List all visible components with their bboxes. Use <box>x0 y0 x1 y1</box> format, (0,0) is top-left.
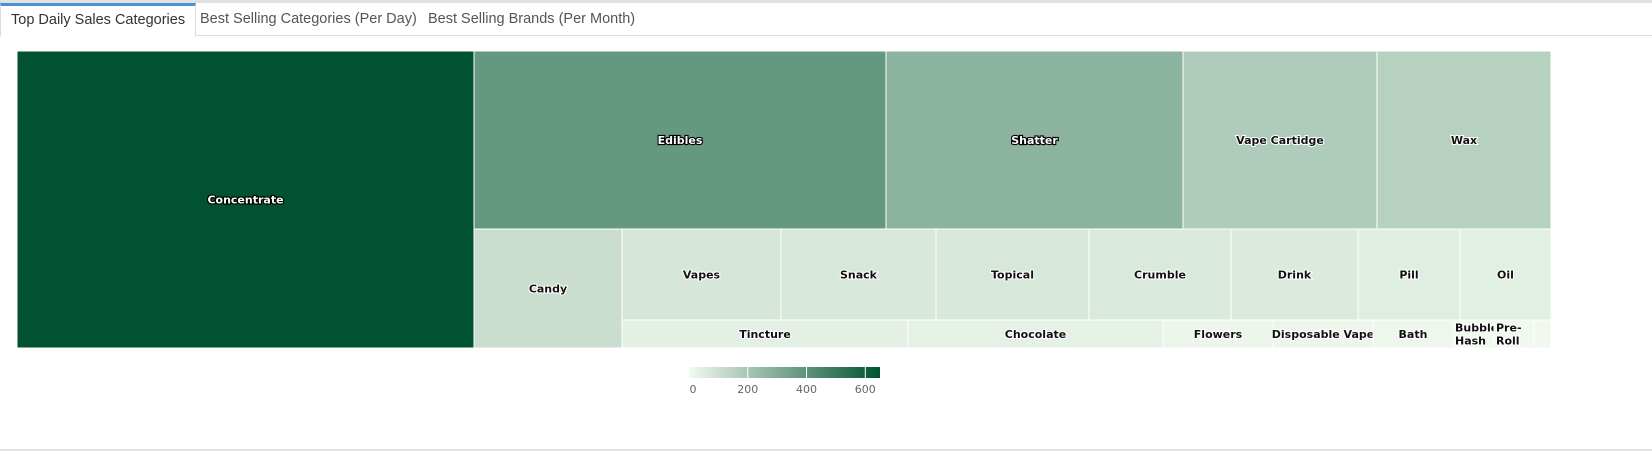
treemap-label-wax: Wax <box>1451 134 1477 147</box>
treemap-cell-vape-cartidge[interactable] <box>1182 50 1378 230</box>
treemap-cell-candy[interactable] <box>473 228 623 349</box>
legend-tick-0: 0 <box>690 383 697 396</box>
treemap-cell-pre-roll[interactable] <box>1493 319 1535 349</box>
treemap-cell-pill[interactable] <box>1357 228 1461 321</box>
treemap-label-bubble-hash: Bubble Hash <box>1455 321 1498 347</box>
treemap-label-pre-roll: Pre-Roll <box>1496 321 1522 347</box>
treemap-cell-oil[interactable] <box>1459 228 1552 321</box>
tab-best-selling-brands[interactable]: Best Selling Brands (Per Month) <box>428 11 636 27</box>
treemap-cell-chocolate[interactable] <box>907 319 1164 349</box>
treemap-cell-drink[interactable] <box>1230 228 1359 321</box>
legend-tick-200: 200 <box>737 383 758 396</box>
bottom-border <box>0 449 1652 451</box>
treemap-cell-topical[interactable] <box>935 228 1090 321</box>
color-legend-bar <box>689 367 880 378</box>
tab-bar: Top Daily Sales Categories Best Selling … <box>0 3 1652 37</box>
treemap-label-pill: Pill <box>1399 268 1418 281</box>
treemap-cell-bubble-hash[interactable] <box>1452 319 1495 349</box>
treemap-label-bath: Bath <box>1399 328 1428 341</box>
treemap-label-candy: Candy <box>529 282 567 295</box>
treemap-label-shatter: Shatter <box>1011 134 1058 147</box>
treemap-label-snack: Snack <box>840 268 878 281</box>
treemap-cell-unlabeled[interactable] <box>1533 319 1552 349</box>
treemap-cell-bath[interactable] <box>1372 319 1454 349</box>
tab-best-selling-categories[interactable]: Best Selling Categories (Per Day) <box>200 11 417 27</box>
treemap-chart: Concentrate Edibles Shatter Vape Cartidge Wa… <box>16 50 1552 396</box>
legend-tick-600: 600 <box>855 383 876 396</box>
treemap-label-topical: Topical <box>991 268 1034 281</box>
treemap-label-chocolate: Chocolate <box>1005 328 1066 341</box>
legend-tick-400: 400 <box>796 383 817 396</box>
tab-top-daily-sales-categories[interactable]: Top Daily Sales Categories <box>0 3 197 37</box>
top-border <box>0 0 1652 3</box>
treemap-label-vape-cartidge: Vape Cartidge <box>1236 134 1324 147</box>
treemap-label-vapes: Vapes <box>683 268 721 281</box>
treemap-label-oil: Oil <box>1497 268 1514 281</box>
treemap-label-drink: Drink <box>1278 268 1312 281</box>
treemap-label-disposable-vape: Disposable Vape <box>1272 328 1374 341</box>
treemap-cell-concentrate[interactable] <box>16 50 475 349</box>
treemap-cell-disposable-vape[interactable] <box>1272 319 1374 349</box>
treemap-label-flowers: Flowers <box>1194 328 1243 341</box>
treemap-label-concentrate: Concentrate <box>207 193 283 206</box>
treemap-cell-snack[interactable] <box>780 228 937 321</box>
treemap-label-edibles: Edibles <box>658 134 703 147</box>
treemap-cell-crumble[interactable] <box>1088 228 1232 321</box>
treemap-label-crumble: Crumble <box>1134 268 1186 281</box>
treemap-cell-edibles[interactable] <box>473 50 887 230</box>
treemap-label-tincture: Tincture <box>739 328 791 341</box>
